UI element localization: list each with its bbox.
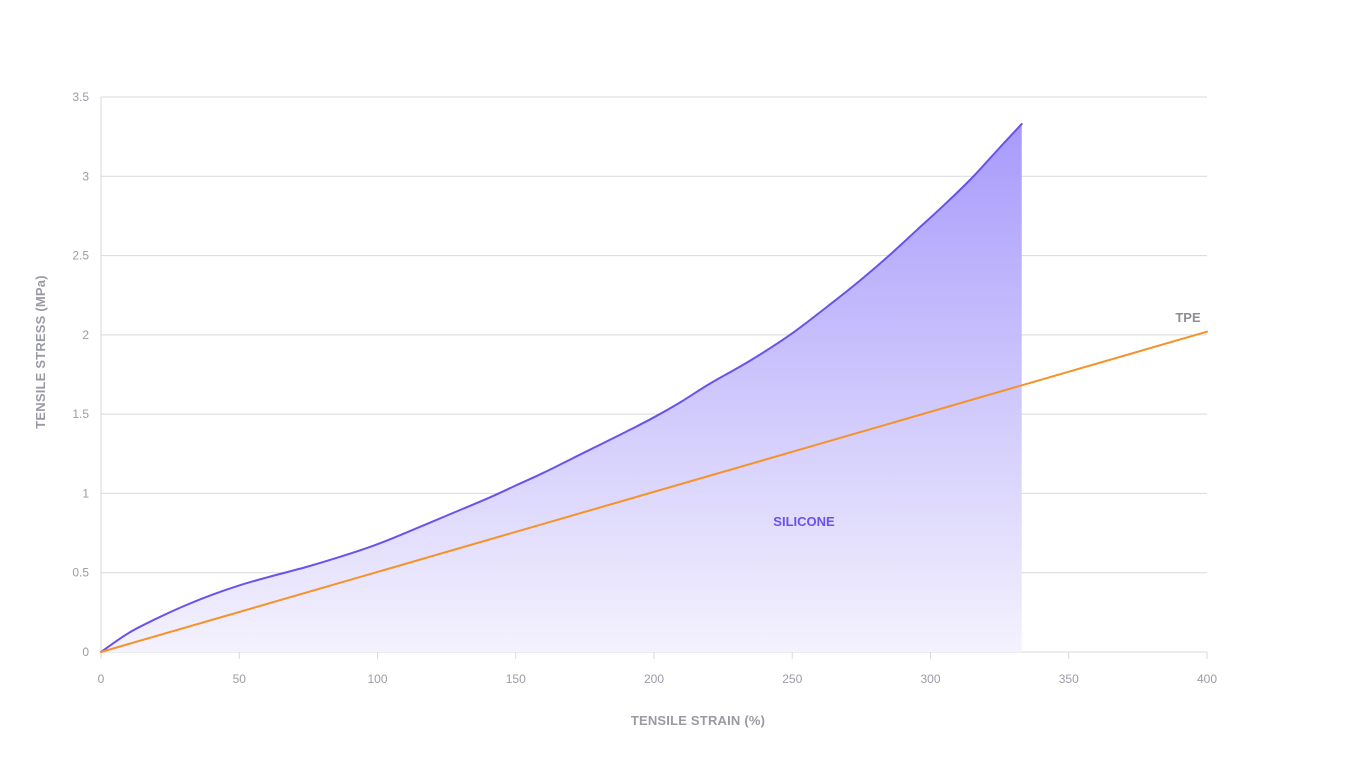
x-tick-label: 350 (1059, 672, 1079, 686)
y-tick-label: 2.5 (72, 249, 89, 263)
x-axis-title: TENSILE STRAIN (%) (631, 713, 765, 728)
y-tick-label: 0 (82, 645, 89, 659)
y-tick-label: 3 (82, 169, 89, 183)
x-tick-label: 150 (506, 672, 526, 686)
tpe-series-line (100, 330, 1208, 653)
silicone-series-line (100, 122, 1023, 653)
x-tick-label: 0 (98, 672, 105, 686)
silicone-series-label: SILICONE (773, 514, 835, 529)
series-layer (100, 122, 1208, 653)
tpe-series-label: TPE (1175, 310, 1201, 325)
x-tick-label: 250 (782, 672, 802, 686)
y-axis-title: TENSILE STRESS (MPa) (33, 275, 48, 429)
tick-labels: 0 0.5 1 1.5 2 2.5 3 3.5 0 50 100 150 200 250 300 350 400 (72, 90, 1217, 686)
x-tick-label: 300 (920, 672, 940, 686)
y-tick-label: 1 (82, 486, 89, 500)
x-tick-label: 400 (1197, 672, 1217, 686)
y-tick-label: 1.5 (72, 407, 89, 421)
silicone-area-fill (101, 123, 1022, 652)
x-tick-label: 50 (233, 672, 247, 686)
x-tick-label: 200 (644, 672, 664, 686)
y-tick-label: 0.5 (72, 566, 89, 580)
y-tick-label: 2 (82, 328, 89, 342)
y-tick-label: 3.5 (72, 90, 89, 104)
x-tick-label: 100 (367, 672, 387, 686)
series-labels: SILICONE TPE (773, 310, 1201, 529)
